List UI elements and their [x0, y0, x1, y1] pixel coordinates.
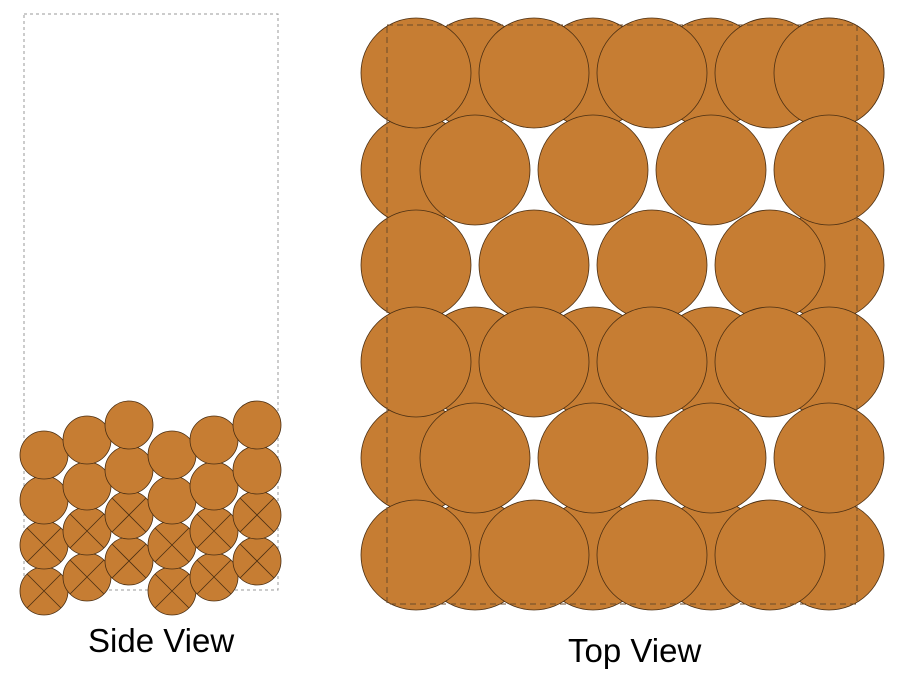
particle-cross-mark	[154, 573, 190, 609]
particle-cross-mark	[69, 513, 105, 549]
top-particle-upper	[360, 499, 472, 611]
top-particle-upper	[419, 114, 531, 226]
top-particle-upper	[478, 209, 590, 321]
side-view-panel	[19, 13, 282, 616]
top-particle-upper	[596, 209, 708, 321]
top-particle-upper	[537, 402, 649, 514]
top-view-particles	[360, 17, 885, 611]
side-particle	[147, 475, 197, 525]
top-particle-upper	[655, 402, 767, 514]
top-view-container	[386, 24, 858, 605]
particle-cross-mark	[111, 543, 147, 579]
top-view-panel	[360, 17, 885, 611]
particle-cross-mark	[196, 513, 232, 549]
side-particle	[19, 475, 69, 525]
particle-cross-mark	[154, 527, 190, 563]
top-particle-upper	[478, 17, 590, 129]
top-particle-upper	[537, 114, 649, 226]
top-particle-upper	[596, 17, 708, 129]
side-particle	[104, 400, 154, 450]
top-particle-upper	[773, 17, 885, 129]
particle-cross-mark	[239, 543, 275, 579]
top-particle-upper	[360, 17, 472, 129]
particle-cross-mark	[26, 573, 62, 609]
particle-cross-mark	[111, 497, 147, 533]
side-particle	[189, 461, 239, 511]
top-particle-upper	[714, 306, 826, 418]
top-particle-upper	[714, 209, 826, 321]
side-view-particles	[19, 400, 282, 616]
side-particle	[104, 445, 154, 495]
particle-cross-mark	[196, 559, 232, 595]
top-particle-upper	[360, 306, 472, 418]
top-particle-upper	[360, 209, 472, 321]
top-particle-upper	[773, 114, 885, 226]
side-particle	[147, 430, 197, 480]
top-particle-upper	[714, 499, 826, 611]
top-particle-upper	[596, 306, 708, 418]
particle-cross-mark	[239, 497, 275, 533]
particle-cross-mark	[26, 527, 62, 563]
top-particle-upper	[478, 499, 590, 611]
top-particle-upper	[419, 402, 531, 514]
particle-cross-mark	[69, 559, 105, 595]
side-particle	[232, 445, 282, 495]
side-particle	[189, 415, 239, 465]
top-particle-upper	[773, 402, 885, 514]
top-particle-upper	[478, 306, 590, 418]
side-particle	[62, 415, 112, 465]
top-view-caption: Top View	[568, 632, 702, 669]
top-particle-upper	[655, 114, 767, 226]
side-particle	[19, 430, 69, 480]
side-particle	[232, 400, 282, 450]
side-particle	[62, 461, 112, 511]
side-view-caption: Side View	[88, 622, 235, 659]
top-particle-upper	[596, 499, 708, 611]
